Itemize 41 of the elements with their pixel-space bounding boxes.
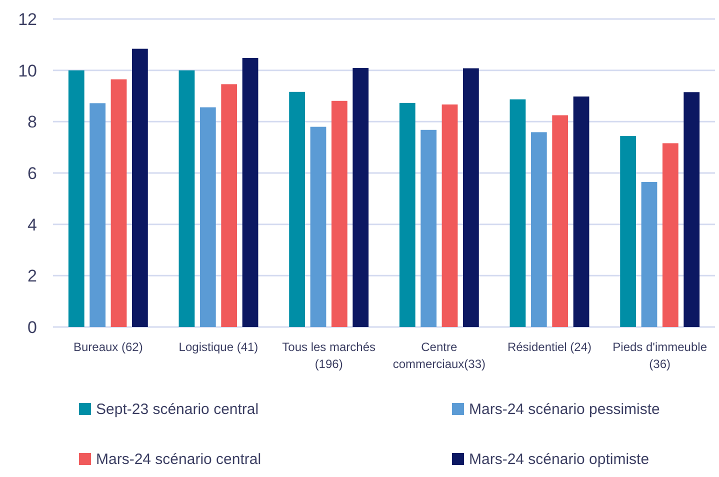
bar — [573, 96, 590, 327]
y-tick-label: 12 — [18, 10, 37, 29]
bar — [399, 102, 416, 327]
bar — [178, 70, 195, 327]
bar — [510, 99, 526, 327]
y-tick-label: 4 — [28, 215, 37, 234]
legend-label: Mars-24 scénario optimiste — [469, 451, 650, 468]
x-tick-label: Logistique (41) — [178, 340, 258, 354]
legend-label: Mars-24 scénario pessimiste — [469, 401, 660, 418]
bar — [352, 68, 369, 327]
bar — [289, 92, 305, 327]
bar — [90, 103, 106, 327]
bar — [110, 79, 127, 327]
bar — [200, 107, 216, 327]
bar — [442, 104, 458, 327]
bar — [221, 84, 238, 327]
bar — [641, 182, 658, 327]
bar — [463, 68, 479, 327]
legend-label: Mars-24 scénario central — [96, 451, 262, 468]
y-tick-label: 10 — [18, 61, 37, 80]
bar — [310, 126, 326, 327]
legend-label: Sept-23 scénario central — [96, 401, 259, 418]
bar — [331, 100, 348, 327]
x-tick-label: Résidentiel (24) — [507, 340, 592, 354]
x-tick-label: Bureaux (62) — [73, 340, 143, 354]
x-tick-label: Centre commerciaux(33) — [392, 340, 486, 371]
bar — [242, 58, 258, 327]
bar — [530, 132, 547, 327]
bar — [552, 115, 568, 327]
bar — [420, 130, 437, 327]
y-tick-label: 6 — [28, 164, 37, 183]
y-tick-label: 2 — [28, 266, 37, 286]
bar — [684, 92, 700, 327]
bar — [662, 143, 678, 327]
bar — [68, 70, 84, 327]
bar — [132, 48, 148, 327]
x-tick-label: Tous les marchés (196) — [282, 340, 376, 371]
y-tick-label: 0 — [28, 318, 37, 337]
x-tick-label: Pieds d'immeuble (36) — [612, 340, 708, 371]
y-tick-label: 8 — [28, 112, 37, 132]
bar — [620, 136, 636, 327]
